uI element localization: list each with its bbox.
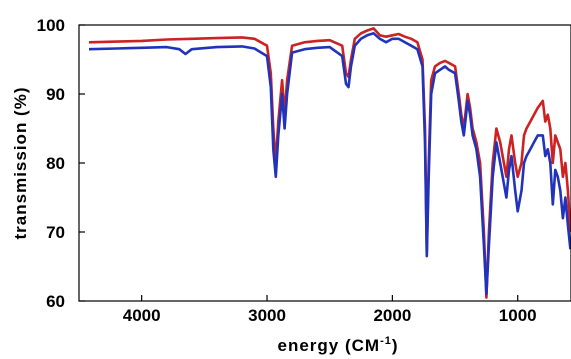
x-axis-title-end: ) xyxy=(392,336,399,355)
x-tick-label: 4000 xyxy=(123,306,161,325)
y-axis-title: transmission (%) xyxy=(11,87,30,240)
tick-layer: 4000 3000 2000 1000 60 70 80 90 100 xyxy=(37,16,537,325)
x-tick-label: 2000 xyxy=(373,306,411,325)
x-axis-title-main: energy (CM xyxy=(277,336,380,355)
y-tick-label: 100 xyxy=(37,16,65,35)
y-tick-label: 90 xyxy=(46,85,65,104)
y-tick-label: 70 xyxy=(46,223,65,242)
series-line-1 xyxy=(88,27,571,299)
plot-frame xyxy=(78,24,571,302)
y-tick-label: 60 xyxy=(46,292,65,311)
x-tick-label: 3000 xyxy=(248,306,286,325)
series-layer xyxy=(88,27,571,299)
x-tick-label: 1000 xyxy=(499,306,537,325)
x-axis-title-sup: -1 xyxy=(380,335,392,347)
x-axis-title: energy (CM-1) xyxy=(277,335,398,355)
series-line-2 xyxy=(88,31,571,296)
y-tick-label: 80 xyxy=(46,154,65,173)
